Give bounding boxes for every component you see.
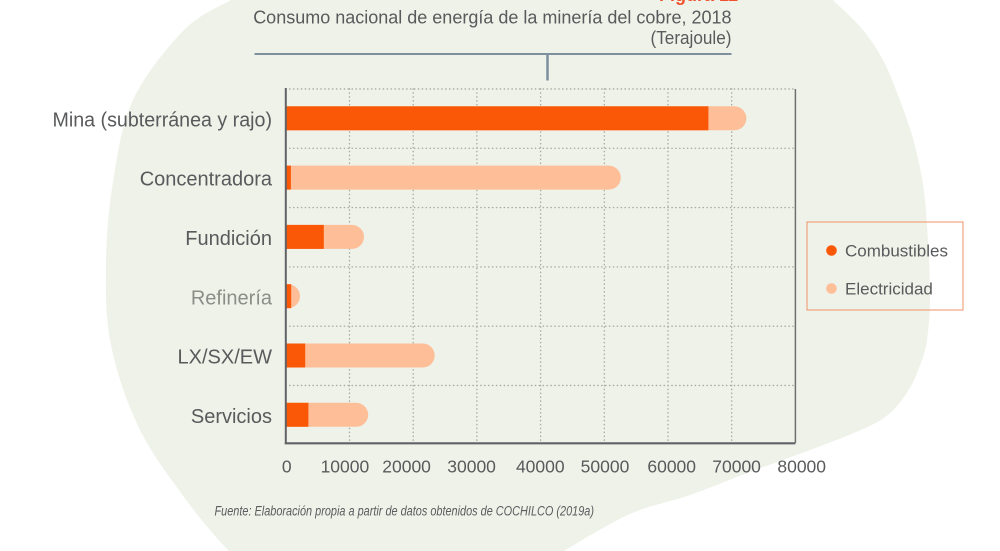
- svg-text:Mina (subterránea y rajo): Mina (subterránea y rajo): [53, 109, 273, 131]
- svg-text:60000: 60000: [647, 456, 696, 476]
- svg-text:50000: 50000: [581, 456, 630, 476]
- svg-text:80000: 80000: [777, 456, 826, 476]
- svg-text:Electricidad: Electricidad: [845, 280, 933, 299]
- svg-text:Concentradora: Concentradora: [140, 169, 273, 191]
- svg-text:Fundición: Fundición: [185, 228, 272, 250]
- svg-text:30000: 30000: [447, 456, 496, 476]
- svg-text:LX/SX/EW: LX/SX/EW: [178, 347, 273, 369]
- svg-text:Combustibles: Combustibles: [845, 242, 948, 261]
- svg-text:10000: 10000: [321, 456, 370, 476]
- svg-text:Figura 11: Figura 11: [659, 0, 738, 5]
- svg-text:Consumo nacional de energía de: Consumo nacional de energía de la minerí…: [253, 7, 731, 27]
- svg-text:Fuente: Elaboración propia a p: Fuente: Elaboración propia a partir de d…: [215, 504, 595, 519]
- svg-text:Refinería: Refinería: [191, 287, 273, 309]
- svg-text:40000: 40000: [516, 456, 565, 476]
- svg-text:(Terajoule): (Terajoule): [651, 28, 732, 48]
- svg-text:Servicios: Servicios: [191, 406, 272, 428]
- svg-text:20000: 20000: [382, 456, 431, 476]
- svg-text:70000: 70000: [712, 456, 761, 476]
- svg-text:0: 0: [282, 456, 292, 476]
